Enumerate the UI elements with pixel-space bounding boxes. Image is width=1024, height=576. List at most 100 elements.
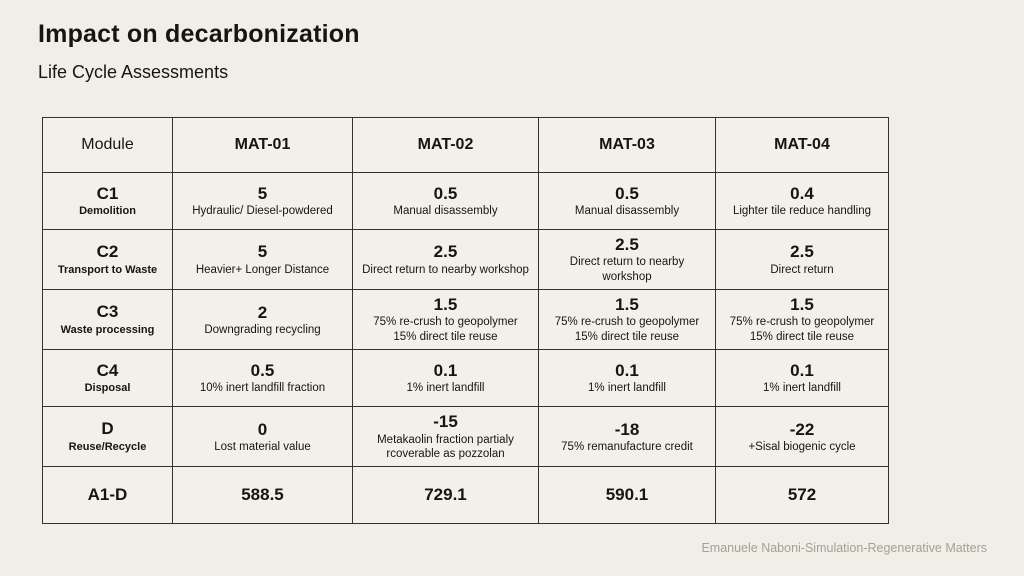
table-row-c4: C4 Disposal 0.5 10% inert landfill fraction… <box>42 349 889 408</box>
cell-value: 1.5 <box>790 295 814 315</box>
module-code: A1-D <box>87 485 128 505</box>
module-code: C3 <box>96 302 119 322</box>
value-cell: 1.5 75% re-crush to geopolymer 15% direct … <box>715 289 889 351</box>
lca-table: Module MAT-01 MAT-02 MAT-03 MAT-04 C1 Demolit… <box>42 117 889 525</box>
cell-note: 75% re-crush to geopolymer <box>373 316 518 329</box>
module-code: C1 <box>96 183 119 203</box>
value-cell: 2.5 Direct return to nearby workshop <box>352 228 539 291</box>
module-cell: C1 Demolition <box>42 172 173 230</box>
slide-subtitle: Life Cycle Assessments <box>38 62 229 82</box>
cell-note: Hydraulic/ Diesel-powdered <box>192 205 333 218</box>
value-cell: 1.5 75% re-crush to geopolymer 15% direct … <box>352 289 539 351</box>
value-cell: 0.5 10% inert landfill fraction <box>172 349 353 408</box>
cell-value: 0.1 <box>433 361 458 381</box>
cell-note: 75% remanufacture credit <box>561 440 693 453</box>
cell-note: 15% direct tile reuse <box>574 331 680 344</box>
cell-note: Direct return <box>770 263 834 276</box>
cell-note: rcoverable as pozzolan <box>386 448 505 461</box>
column-header-module: Module <box>42 117 173 173</box>
cell-note: Heavier+ Longer Distance <box>195 263 330 276</box>
value-cell: 2.5 Direct return <box>715 228 889 291</box>
cell-value: 590.1 <box>605 485 649 505</box>
table-row-c1: C1 Demolition 5 Hydraulic/ Diesel-powdered 0… <box>42 172 889 230</box>
value-cell: 2.5 Direct return to nearby workshop <box>538 228 716 291</box>
value-cell: 590.1 <box>538 466 716 525</box>
cell-note: 75% re-crush to geopolymer <box>554 316 700 329</box>
value-cell: 0.1 1% inert landfill <box>715 349 889 408</box>
cell-note: 15% direct tile reuse <box>749 331 855 344</box>
module-cell: C4 Disposal <box>42 349 173 408</box>
value-cell: 0.5 Manual disassembly <box>352 172 539 230</box>
cell-note: Manual disassembly <box>574 205 680 218</box>
value-cell: 0.4 Lighter tile reduce handling <box>715 172 889 230</box>
cell-value: -22 <box>789 419 815 439</box>
value-cell: 0.1 1% inert landfill <box>538 349 716 408</box>
cell-value: 588.5 <box>241 485 284 505</box>
cell-note: Manual disassembly <box>393 205 498 218</box>
cell-note: 15% direct tile reuse <box>393 331 498 344</box>
value-cell: -15 Metakaolin fraction partialy rcoverabl… <box>352 406 539 468</box>
column-header-mat-03: MAT-03 <box>538 117 716 173</box>
column-header-mat-02: MAT-02 <box>352 117 539 173</box>
cell-note: +Sisal biogenic cycle <box>748 440 856 453</box>
cell-note: 1% inert landfill <box>406 382 485 395</box>
cell-value: 5 <box>257 242 268 262</box>
footer-credit: Emanuele Naboni-Simulation-Regenerative … <box>701 541 987 555</box>
cell-value: 729.1 <box>424 485 467 505</box>
column-header-mat-04: MAT-04 <box>715 117 889 173</box>
cell-note: 75% re-crush to geopolymer <box>729 316 875 329</box>
cell-value: 5 <box>257 183 268 203</box>
cell-note: Lost material value <box>214 440 311 453</box>
module-code: D <box>101 419 114 439</box>
value-cell: 5 Hydraulic/ Diesel-powdered <box>172 172 353 230</box>
value-cell: 588.5 <box>172 466 353 525</box>
cell-value: -15 <box>433 412 458 432</box>
table-row-c3: C3 Waste processing 2 Downgrading recycling… <box>42 289 889 351</box>
value-cell: 2 Downgrading recycling <box>172 289 353 351</box>
module-label: Waste processing <box>60 323 155 336</box>
cell-note: Downgrading recycling <box>204 323 321 336</box>
cell-value: 1.5 <box>615 295 639 315</box>
cell-note: 10% inert landfill fraction <box>199 382 326 395</box>
value-cell: -18 75% remanufacture credit <box>538 406 716 468</box>
table-row-d: D Reuse/Recycle 0 Lost material value -15 Met… <box>42 406 889 468</box>
cell-value: 0.1 <box>790 361 814 381</box>
cell-value: 2 <box>257 302 268 322</box>
cell-value: 0.5 <box>250 361 275 381</box>
cell-value: 2.5 <box>790 242 814 262</box>
cell-note: 1% inert landfill <box>763 382 841 395</box>
module-code: C2 <box>96 242 119 262</box>
value-cell: 5 Heavier+ Longer Distance <box>172 228 353 291</box>
cell-value: 0.5 <box>615 183 639 203</box>
cell-value: 2.5 <box>615 235 639 254</box>
column-header-mat-01: MAT-01 <box>172 117 353 173</box>
value-cell: 572 <box>715 466 889 525</box>
cell-value: -18 <box>614 419 640 439</box>
table-body: C1 Demolition 5 Hydraulic/ Diesel-powdered 0… <box>42 172 889 525</box>
cell-value: 2.5 <box>433 242 458 262</box>
value-cell: 0.5 Manual disassembly <box>538 172 716 230</box>
module-cell: D Reuse/Recycle <box>42 406 173 468</box>
value-cell: 1.5 75% re-crush to geopolymer 15% direct … <box>538 289 716 351</box>
cell-note: Lighter tile reduce handling <box>732 205 872 218</box>
cell-value: 572 <box>787 485 817 505</box>
cell-value: 0 <box>257 419 268 439</box>
cell-note: 1% inert landfill <box>588 382 666 395</box>
cell-note: Direct return to nearby workshop <box>362 263 529 276</box>
value-cell: 0.1 1% inert landfill <box>352 349 539 408</box>
module-cell: C2 Transport to Waste <box>42 228 173 291</box>
module-label: Disposal <box>84 382 131 395</box>
cell-value: 0.1 <box>615 361 639 381</box>
value-cell: 729.1 <box>352 466 539 525</box>
cell-value: 0.5 <box>433 183 458 203</box>
module-label: Reuse/Recycle <box>68 440 147 453</box>
table-header-row: Module MAT-01 MAT-02 MAT-03 MAT-04 <box>42 117 889 173</box>
module-label: Demolition <box>79 205 136 218</box>
cell-value: 1.5 <box>433 295 458 315</box>
value-cell: 0 Lost material value <box>172 406 353 468</box>
slide-title: Impact on decarbonization <box>38 20 360 48</box>
module-label: Transport to Waste <box>57 263 158 276</box>
module-code: C4 <box>96 360 119 380</box>
cell-value: 0.4 <box>790 183 814 203</box>
